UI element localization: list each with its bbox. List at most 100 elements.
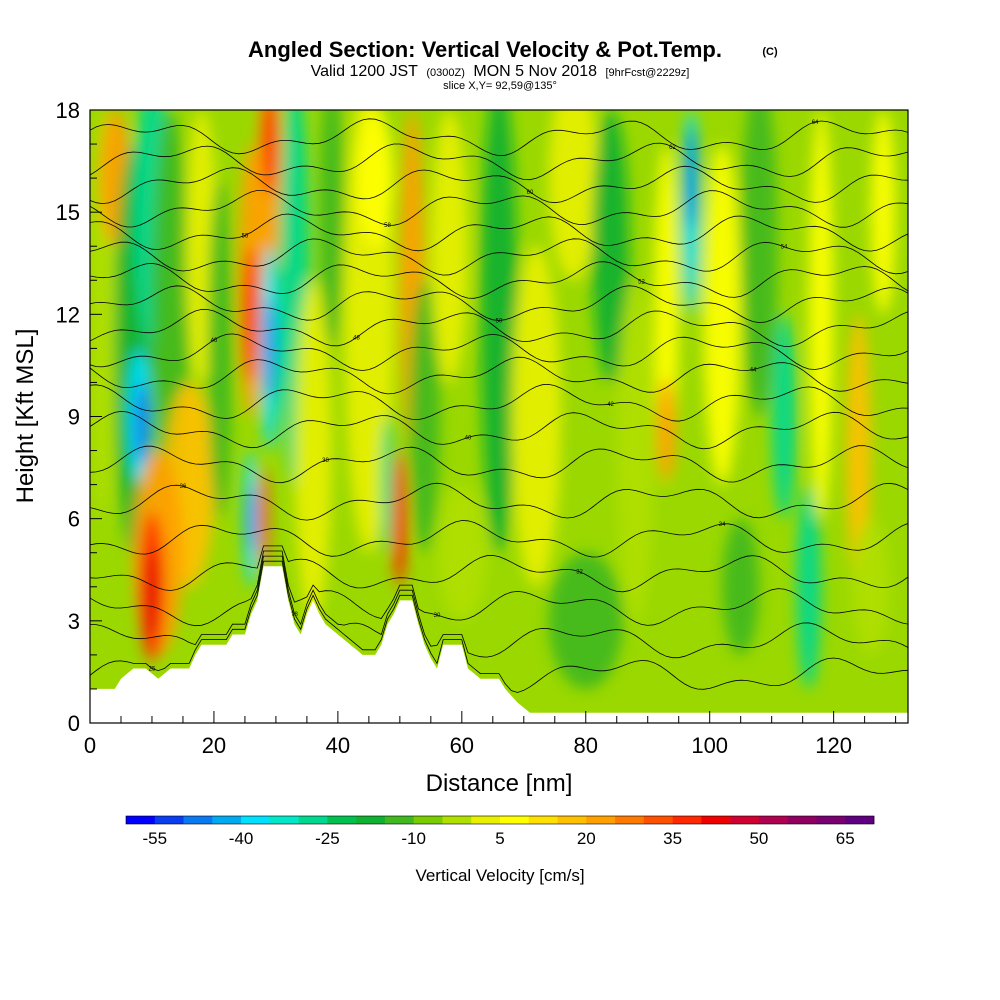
x-tick-label: 120 [815,733,852,758]
theta-contour-label: 34 [719,522,726,528]
theta-contour-label: 60 [527,190,534,196]
velocity-cell [243,246,259,383]
colorbar-swatch [154,816,184,824]
velocity-cell [796,484,822,689]
colorbar-swatch [845,816,875,824]
theta-contour-line [90,142,908,181]
colorbar-swatch [126,816,156,824]
colorbar-swatch [356,816,386,824]
chart-title: Angled Section: Vertical Velocity & Pot.… [248,37,722,62]
colorbar-tick-label: 65 [836,829,855,848]
velocity-cell [511,246,561,587]
colorbar-swatch [528,816,558,824]
velocity-cell [480,110,518,553]
theta-contour-label: 30 [434,613,441,619]
theta-contour-line [90,383,908,422]
subtitle-valid: Valid 1200 JST [311,63,419,80]
colorbar-swatch [557,816,587,824]
theta-contour-line [90,555,908,659]
theta-contours: 25 28 30 32 34 36 38 40 42 44 46 48 50 52 54 56 58 60 62 64 [90,118,908,693]
velocity-cell [409,280,441,553]
theta-contour-label: 38 [322,458,329,464]
colorbar-tick-label: 35 [663,829,682,848]
theta-contour-line [90,550,908,627]
theta-contour-line [90,333,908,371]
x-tick-label: 80 [574,733,598,758]
x-axis-label: Distance [nm] [426,770,573,797]
theta-contour-label: 58 [384,223,391,229]
colorbar-swatch [384,816,414,824]
colorbar-swatch [701,816,731,824]
theta-contour-label: 40 [465,435,472,441]
velocity-cell [381,416,394,553]
colorbar-swatch [327,816,357,824]
colorbar-tick-label: -40 [229,829,254,848]
theta-contour-label: 46 [211,338,218,344]
theta-contour-label: 42 [607,402,614,408]
colorbar-tick-label: 50 [749,829,768,848]
velocity-cell [703,144,741,485]
subtitle-forecast: [9hrFcst@2229z] [605,67,689,79]
velocity-cell [145,549,159,638]
colorbar-swatch [212,816,242,824]
colorbar-swatch [586,816,616,824]
colorbar-swatch [730,816,760,824]
chart-subtitle: Valid 1200 JST (0300Z) MON 5 Nov 2018 [9… [311,63,690,80]
velocity-cell [686,127,697,230]
velocity-cell [616,280,654,621]
colorbar-swatch [413,816,443,824]
y-tick-label: 15 [56,200,80,225]
colorbar-swatch [643,816,673,824]
colorbar-swatch [442,816,472,824]
colorbar-tick-label: -10 [401,829,426,848]
velocity-cell [591,110,630,383]
y-tick-label: 0 [68,711,80,736]
theta-contour-line [90,308,908,347]
theta-contour-label: 62 [669,145,676,151]
x-tick-label: 20 [202,733,226,758]
velocity-cell [852,518,890,655]
chart-title-tag: (C) [762,46,778,58]
colorbar-swatch [787,816,817,824]
theta-contour-line [90,238,908,276]
velocity-cell [548,552,623,689]
velocity-cell [740,110,778,417]
x-tick-label: 60 [450,733,474,758]
colorbar-swatch [500,816,530,824]
theta-contour-label: 64 [812,120,819,126]
y-tick-label: 12 [56,302,80,327]
velocity-cell [262,110,278,196]
colorbar-swatch [298,816,328,824]
velocity-cell [430,110,469,383]
theta-contour-line [90,285,908,324]
velocity-cell [846,314,871,587]
colorbar-tick-label: -55 [142,829,167,848]
theta-contour-line [90,356,908,395]
theta-contour-label: 36 [180,484,187,490]
theta-contour-line [90,482,908,521]
terrain-mask [90,566,908,723]
theta-contour-line [90,118,908,157]
theta-contour-label: 52 [638,279,645,285]
colorbar-swatch [471,816,501,824]
y-tick-label: 3 [68,609,80,634]
theta-contour-line [90,213,908,252]
colorbar-swatch [672,816,702,824]
theta-contour-label: 32 [576,570,583,576]
colorbar-swatch [269,816,299,824]
velocity-cell [264,297,275,400]
velocity-cell [247,484,255,553]
colorbar-swatch [615,816,645,824]
theta-contour-label: 44 [750,368,757,374]
theta-contour-label: 56 [242,233,249,239]
colorbar-tick-label: 5 [495,829,504,848]
plot-area: 25 28 30 32 34 36 38 40 42 44 46 48 50 52 54 56 58 60 62 64 [90,110,908,723]
subtitle-date: MON 5 Nov 2018 [473,63,597,80]
theta-contour-line [90,190,908,228]
theta-contour-label: 50 [496,318,503,324]
y-tick-label: 9 [68,405,80,430]
velocity-cell [356,110,394,247]
theta-contour-line [90,520,908,558]
colorbar-swatch [241,816,271,824]
